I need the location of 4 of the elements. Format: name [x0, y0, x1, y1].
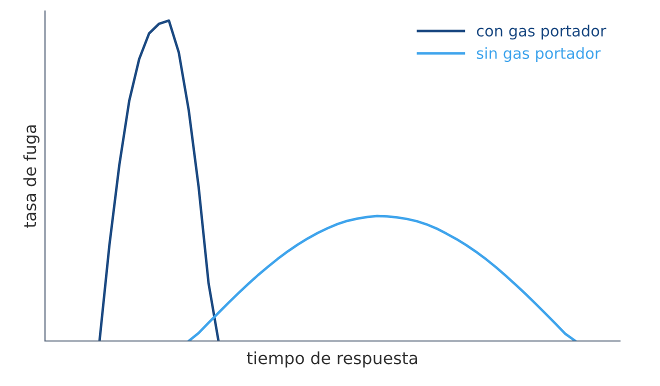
- y-axis-title: tasa de fuga: [23, 125, 40, 228]
- legend-label: con gas portador: [476, 24, 606, 40]
- x-axis-title: tiempo de respuesta: [246, 351, 418, 368]
- legend-label: sin gas portador: [476, 47, 601, 62]
